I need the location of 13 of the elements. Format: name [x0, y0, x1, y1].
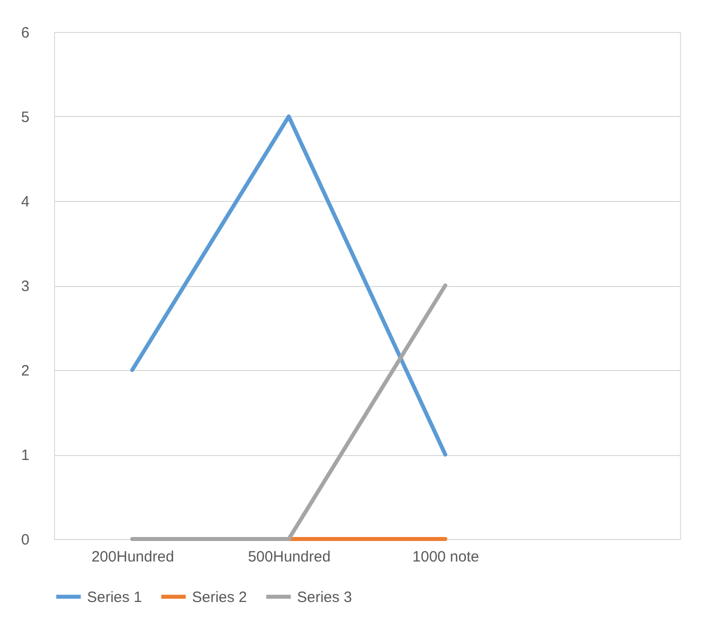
y-tick-label: 3 — [21, 278, 30, 295]
x-tick-label: 1000 note — [412, 548, 480, 566]
x-tick-label: 500Hundred — [248, 548, 331, 566]
y-tick-label: 5 — [21, 109, 30, 126]
y-tick-label: 4 — [21, 194, 30, 210]
y-tick-label: 1 — [21, 447, 30, 464]
x-tick-label: 200Hundred — [91, 548, 174, 566]
legend-label: Series 2 — [192, 588, 248, 606]
y-tick-label: 6 — [21, 24, 30, 42]
legend-label: Series 3 — [297, 588, 352, 606]
y-tick-label: 2 — [21, 362, 30, 380]
y-tick-label: 0 — [21, 532, 30, 548]
legend-label: Series 1 — [87, 588, 142, 606]
